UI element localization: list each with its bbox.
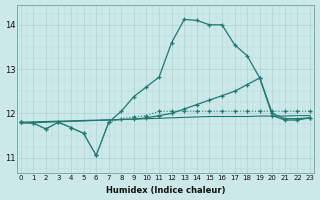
X-axis label: Humidex (Indice chaleur): Humidex (Indice chaleur) bbox=[106, 186, 225, 195]
